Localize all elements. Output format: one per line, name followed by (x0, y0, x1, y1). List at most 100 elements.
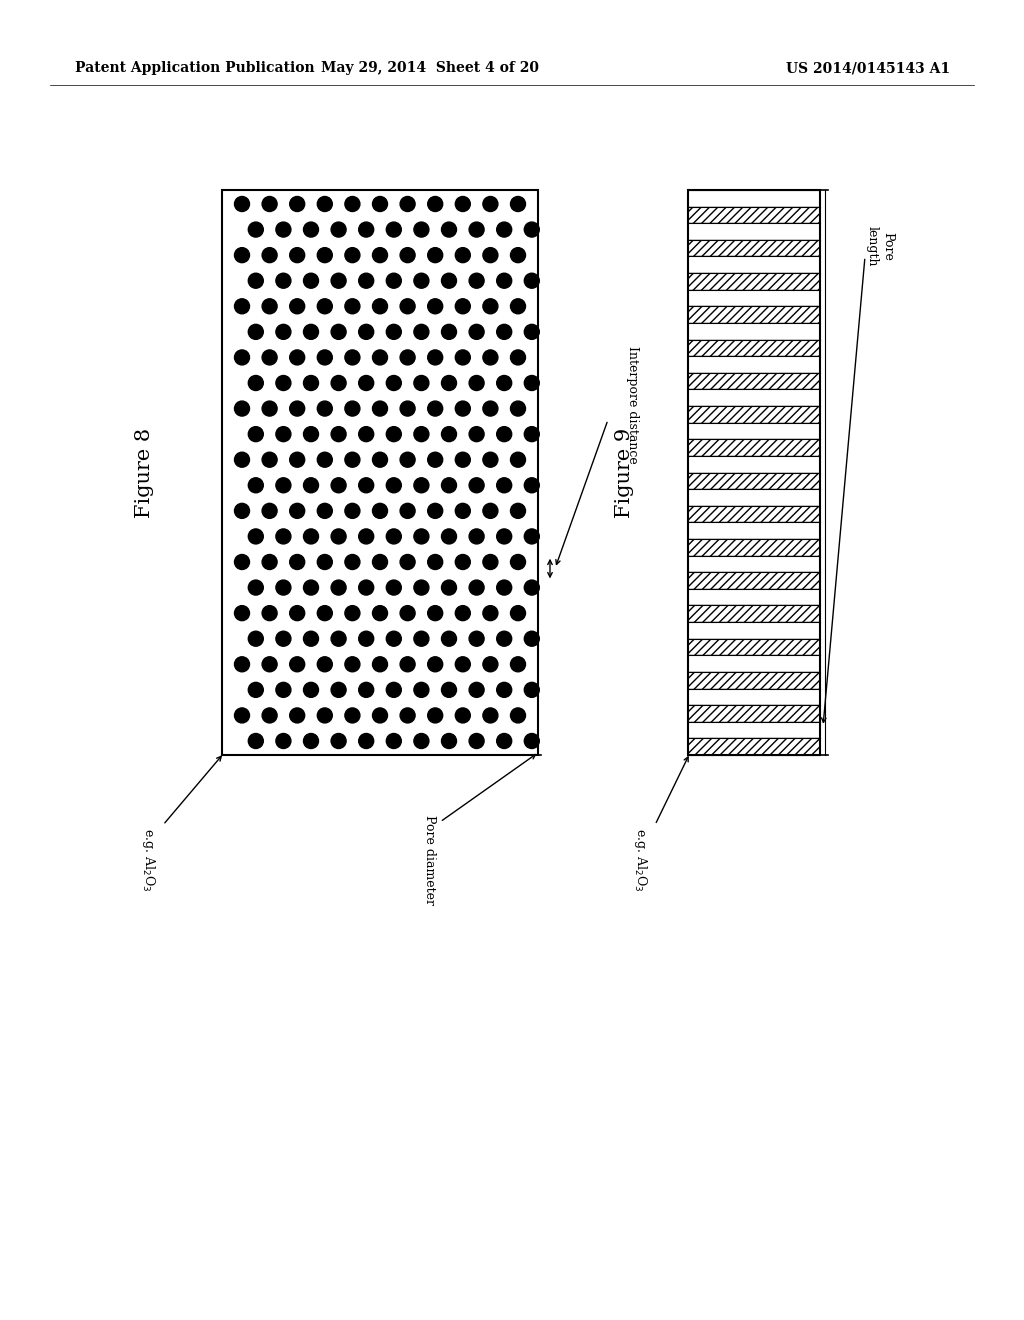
Circle shape (358, 529, 374, 544)
Circle shape (262, 554, 278, 569)
Circle shape (275, 375, 291, 391)
Circle shape (469, 273, 484, 288)
Circle shape (290, 606, 305, 620)
Circle shape (345, 298, 359, 314)
Circle shape (275, 682, 291, 697)
Circle shape (469, 478, 484, 492)
Circle shape (511, 503, 525, 519)
Circle shape (290, 657, 305, 672)
Circle shape (262, 298, 278, 314)
Circle shape (317, 248, 333, 263)
Text: Pore
length: Pore length (866, 226, 894, 267)
Circle shape (373, 708, 387, 723)
Circle shape (373, 606, 387, 620)
Circle shape (373, 503, 387, 519)
Circle shape (483, 503, 498, 519)
Circle shape (469, 375, 484, 391)
Circle shape (441, 579, 457, 595)
Circle shape (400, 197, 415, 211)
Circle shape (373, 554, 387, 569)
Circle shape (248, 426, 263, 442)
Circle shape (441, 682, 457, 697)
Circle shape (248, 273, 263, 288)
Circle shape (303, 273, 318, 288)
Circle shape (483, 708, 498, 723)
Circle shape (456, 657, 470, 672)
Circle shape (290, 554, 305, 569)
Circle shape (511, 606, 525, 620)
Circle shape (303, 222, 318, 238)
Circle shape (358, 273, 374, 288)
Circle shape (234, 453, 250, 467)
Circle shape (511, 298, 525, 314)
Circle shape (386, 325, 401, 339)
Bar (688, 273, 820, 289)
Circle shape (441, 273, 457, 288)
Circle shape (234, 708, 250, 723)
Text: Figure 8: Figure 8 (135, 428, 155, 517)
Circle shape (469, 579, 484, 595)
Circle shape (373, 453, 387, 467)
Circle shape (497, 222, 512, 238)
Circle shape (358, 222, 374, 238)
Circle shape (483, 350, 498, 364)
Circle shape (290, 453, 305, 467)
Circle shape (456, 503, 470, 519)
Circle shape (400, 657, 415, 672)
Circle shape (456, 554, 470, 569)
Circle shape (248, 222, 263, 238)
Bar (688, 407, 820, 422)
Bar (688, 606, 820, 622)
Circle shape (290, 401, 305, 416)
Circle shape (414, 478, 429, 492)
Circle shape (290, 350, 305, 364)
Bar (688, 705, 820, 722)
Circle shape (303, 325, 318, 339)
Circle shape (290, 248, 305, 263)
Circle shape (331, 273, 346, 288)
Circle shape (331, 631, 346, 647)
Circle shape (303, 631, 318, 647)
Circle shape (275, 734, 291, 748)
Circle shape (317, 708, 333, 723)
Text: Pore diameter: Pore diameter (424, 814, 436, 906)
Circle shape (248, 734, 263, 748)
Circle shape (303, 375, 318, 391)
Circle shape (497, 529, 512, 544)
Circle shape (414, 375, 429, 391)
Circle shape (248, 325, 263, 339)
Circle shape (345, 197, 359, 211)
Circle shape (524, 222, 540, 238)
Circle shape (497, 734, 512, 748)
Circle shape (469, 222, 484, 238)
Circle shape (386, 682, 401, 697)
Text: e.g. Al$_2$O$_3$: e.g. Al$_2$O$_3$ (632, 828, 648, 892)
Circle shape (358, 579, 374, 595)
Circle shape (317, 657, 333, 672)
Circle shape (441, 631, 457, 647)
Circle shape (441, 375, 457, 391)
Circle shape (234, 197, 250, 211)
Circle shape (483, 248, 498, 263)
Circle shape (483, 197, 498, 211)
Circle shape (441, 478, 457, 492)
Circle shape (345, 401, 359, 416)
Bar (688, 339, 820, 356)
Circle shape (386, 734, 401, 748)
Circle shape (428, 248, 442, 263)
Circle shape (456, 197, 470, 211)
Circle shape (456, 401, 470, 416)
Circle shape (262, 503, 278, 519)
Circle shape (497, 631, 512, 647)
Circle shape (331, 375, 346, 391)
Circle shape (414, 631, 429, 647)
Circle shape (400, 708, 415, 723)
Bar (688, 738, 820, 755)
Circle shape (441, 325, 457, 339)
Circle shape (483, 298, 498, 314)
Circle shape (331, 478, 346, 492)
Circle shape (511, 657, 525, 672)
Circle shape (234, 298, 250, 314)
Circle shape (456, 350, 470, 364)
Circle shape (331, 682, 346, 697)
